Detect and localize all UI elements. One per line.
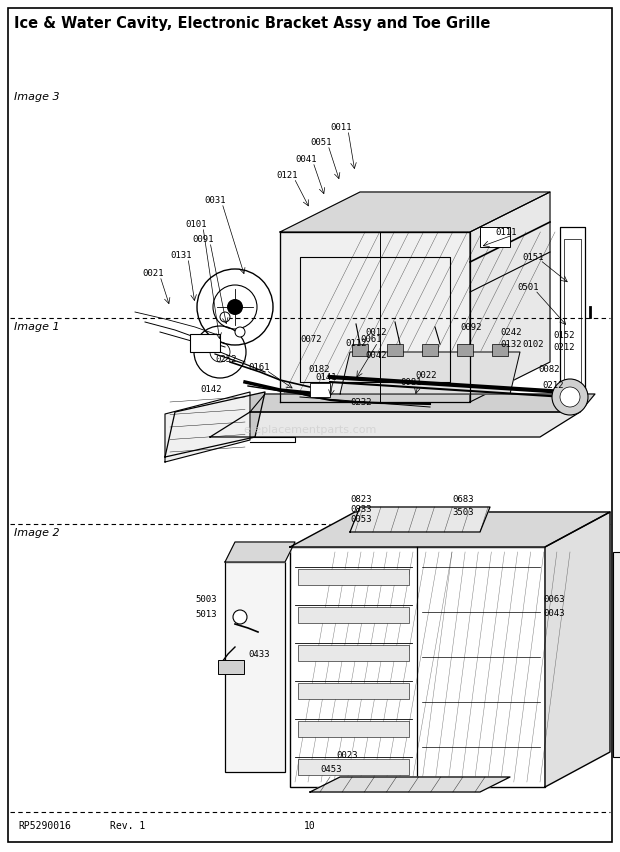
Polygon shape <box>290 512 610 547</box>
Text: 10: 10 <box>304 821 316 831</box>
Text: 0823: 0823 <box>350 495 371 504</box>
Text: Image 1: Image 1 <box>14 322 60 331</box>
Bar <box>310 383 330 397</box>
Text: 0063: 0063 <box>543 595 564 604</box>
Bar <box>298 569 409 585</box>
Text: 0053: 0053 <box>350 515 371 524</box>
Text: 0141: 0141 <box>315 373 337 382</box>
Text: 0011: 0011 <box>330 123 352 132</box>
Bar <box>422 344 438 356</box>
Text: 0833: 0833 <box>350 505 371 514</box>
Bar <box>298 683 409 699</box>
Text: 0131: 0131 <box>170 251 192 260</box>
Polygon shape <box>310 777 510 792</box>
Text: 0142: 0142 <box>200 385 221 394</box>
Circle shape <box>560 387 580 407</box>
Polygon shape <box>225 542 295 562</box>
Text: 0041: 0041 <box>295 155 316 164</box>
Bar <box>352 344 368 356</box>
Text: 5013: 5013 <box>195 610 216 619</box>
Text: 0453: 0453 <box>320 765 342 774</box>
Bar <box>298 721 409 737</box>
Circle shape <box>220 312 230 322</box>
Text: 0031: 0031 <box>204 196 226 205</box>
Circle shape <box>233 610 247 624</box>
Text: 0683: 0683 <box>452 495 474 504</box>
Text: 0182: 0182 <box>308 365 329 374</box>
Text: 0501: 0501 <box>517 283 539 292</box>
Text: 3503: 3503 <box>452 508 474 517</box>
Text: Image 3: Image 3 <box>14 92 60 102</box>
Circle shape <box>552 379 588 415</box>
Text: 0081: 0081 <box>400 378 422 387</box>
Bar <box>298 645 409 661</box>
Circle shape <box>227 299 243 315</box>
Text: RP5290016: RP5290016 <box>18 821 71 831</box>
Bar <box>492 344 508 356</box>
Polygon shape <box>210 412 580 437</box>
Polygon shape <box>545 512 610 787</box>
Text: 0042: 0042 <box>365 351 386 360</box>
Text: 0082: 0082 <box>538 365 559 374</box>
Bar <box>298 759 409 775</box>
Text: 5003: 5003 <box>195 595 216 604</box>
Bar <box>613 552 620 757</box>
Text: 0212: 0212 <box>553 343 575 352</box>
Text: 0151: 0151 <box>522 253 544 262</box>
Text: 0161: 0161 <box>248 363 270 372</box>
Polygon shape <box>350 507 490 532</box>
Polygon shape <box>250 394 595 412</box>
Text: 0152: 0152 <box>553 331 575 340</box>
Text: Rev. 1: Rev. 1 <box>110 821 145 831</box>
Text: 0112: 0112 <box>345 339 366 348</box>
Bar <box>457 344 473 356</box>
Text: 0111: 0111 <box>495 228 516 237</box>
Text: 0232: 0232 <box>350 398 371 407</box>
Polygon shape <box>340 352 520 394</box>
Bar <box>280 232 470 402</box>
Text: 0121: 0121 <box>276 171 298 180</box>
Text: Ice & Water Cavity, Electronic Bracket Assy and Toe Grille: Ice & Water Cavity, Electronic Bracket A… <box>14 16 490 31</box>
Bar <box>190 334 220 352</box>
Text: 0091: 0091 <box>192 235 213 244</box>
Text: 0043: 0043 <box>543 609 564 618</box>
Text: 0021: 0021 <box>142 269 164 278</box>
Text: 0101: 0101 <box>185 220 206 229</box>
Circle shape <box>235 327 245 337</box>
Text: 0051: 0051 <box>310 138 332 147</box>
Text: Image 2: Image 2 <box>14 528 60 538</box>
Text: 0212: 0212 <box>542 381 564 390</box>
Text: 0132: 0132 <box>500 340 521 349</box>
Bar <box>387 344 403 356</box>
Text: 0242: 0242 <box>500 328 521 337</box>
Bar <box>290 547 545 787</box>
Text: 0023: 0023 <box>336 751 358 760</box>
Text: 0433: 0433 <box>248 650 270 659</box>
Text: 0252: 0252 <box>215 355 236 364</box>
Text: 0092: 0092 <box>460 323 482 332</box>
Text: 0061: 0061 <box>360 335 381 344</box>
Bar <box>480 227 510 247</box>
Polygon shape <box>165 392 250 462</box>
Text: 0012: 0012 <box>365 328 386 337</box>
Bar <box>298 607 409 623</box>
Bar <box>225 562 285 772</box>
Text: ereplacementparts.com: ereplacementparts.com <box>243 425 377 435</box>
Polygon shape <box>280 192 550 232</box>
Polygon shape <box>165 392 265 457</box>
Bar <box>218 660 244 674</box>
Text: 0072: 0072 <box>300 335 322 344</box>
Text: 0102: 0102 <box>522 340 544 349</box>
Polygon shape <box>470 192 550 402</box>
Text: 0022: 0022 <box>415 371 436 380</box>
